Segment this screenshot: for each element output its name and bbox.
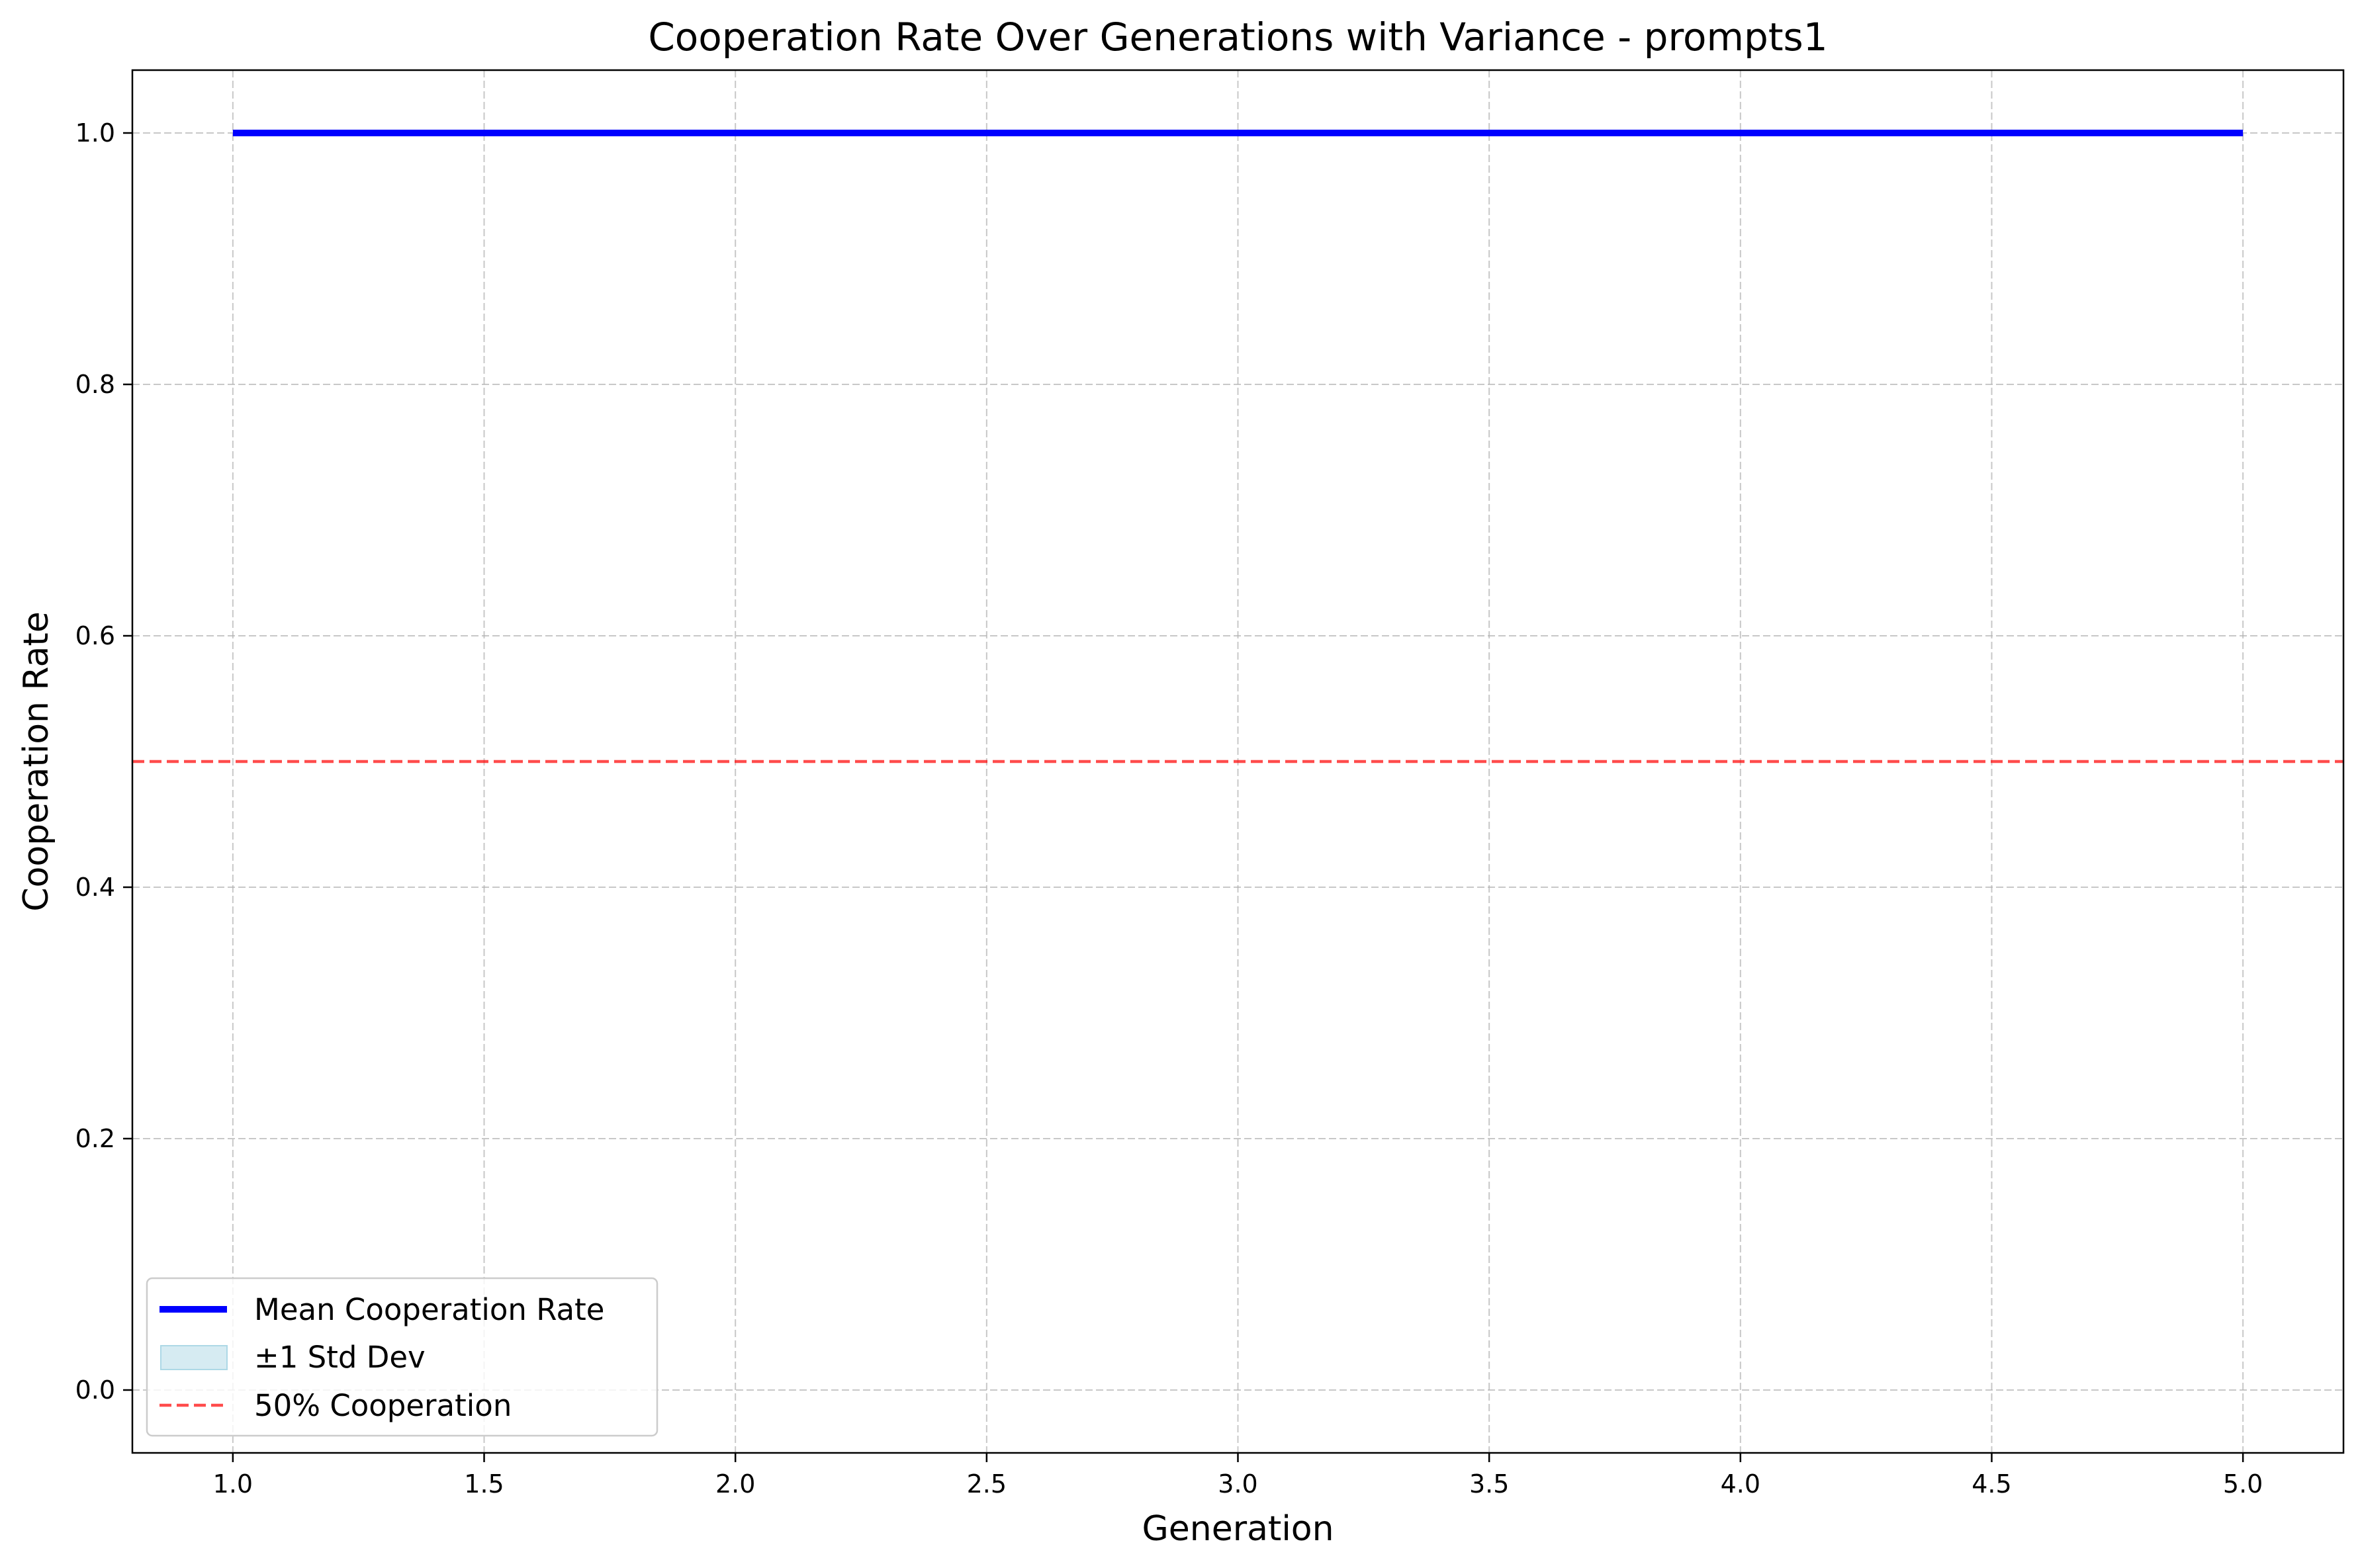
y-tick-label-2: 0.4 xyxy=(75,873,115,902)
y-axis-label: Cooperation Rate xyxy=(17,611,56,912)
x-tick-label-8: 5.0 xyxy=(2223,1469,2263,1499)
legend-label-std: ±1 Std Dev xyxy=(254,1340,426,1375)
x-tick-label-4: 3.0 xyxy=(1218,1469,1257,1499)
y-tick-label-4: 0.8 xyxy=(75,370,115,399)
x-tick-label-1: 1.5 xyxy=(464,1469,504,1499)
y-tick-label-3: 0.6 xyxy=(75,621,115,650)
y-tick-label-5: 1.0 xyxy=(75,118,115,148)
legend-label-ref: 50% Cooperation xyxy=(254,1388,512,1423)
x-tick-label-5: 3.5 xyxy=(1469,1469,1509,1499)
x-tick-label-0: 1.0 xyxy=(213,1469,253,1499)
y-tick-label-0: 0.0 xyxy=(75,1375,115,1405)
x-tick-label-2: 2.0 xyxy=(715,1469,755,1499)
legend-swatch-std xyxy=(160,1345,228,1370)
legend-label-mean: Mean Cooperation Rate xyxy=(254,1292,604,1327)
legend: Mean Cooperation Rate ±1 Std Dev 50% Coo… xyxy=(146,1277,659,1437)
legend-box xyxy=(146,1277,659,1437)
x-tick-label-6: 4.0 xyxy=(1721,1469,1760,1499)
x-tick-label-7: 4.5 xyxy=(1972,1469,2011,1499)
x-axis-label: Generation xyxy=(1142,1509,1334,1549)
x-tick-label-3: 2.5 xyxy=(967,1469,1007,1499)
y-tick-label-1: 0.2 xyxy=(75,1124,115,1153)
ticks: 1.0 1.5 2.0 2.5 3.0 3.5 4.0 4.5 5.0 0.0 0.2 0.4 0.6 0… xyxy=(75,118,2263,1499)
chart-title: Cooperation Rate Over Generations with V… xyxy=(648,15,1827,60)
